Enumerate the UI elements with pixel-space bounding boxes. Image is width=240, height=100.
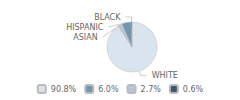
- svg-text:0.6%: 0.6%: [183, 85, 204, 94]
- svg-text:BLACK: BLACK: [94, 13, 121, 22]
- svg-text:6.0%: 6.0%: [98, 85, 119, 94]
- svg-text:ASIAN: ASIAN: [73, 33, 97, 42]
- svg-text:2.7%: 2.7%: [141, 85, 162, 94]
- svg-text:HISPANIC: HISPANIC: [66, 23, 104, 32]
- svg-text:WHITE: WHITE: [152, 71, 178, 80]
- svg-text:90.8%: 90.8%: [51, 85, 77, 94]
